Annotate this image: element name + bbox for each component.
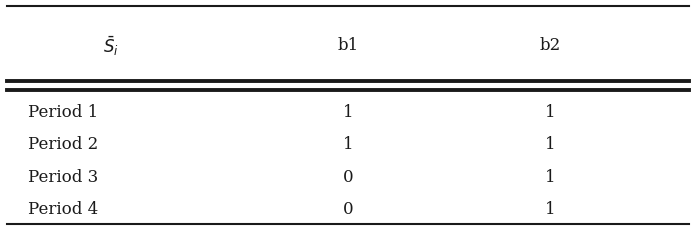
Text: Period 3: Period 3	[28, 168, 98, 185]
Text: b1: b1	[338, 37, 358, 54]
Text: 1: 1	[342, 136, 354, 153]
Text: Period 2: Period 2	[28, 136, 98, 153]
Text: 1: 1	[342, 104, 354, 121]
Text: Period 1: Period 1	[28, 104, 98, 121]
Text: 1: 1	[544, 136, 555, 153]
Text: 1: 1	[544, 200, 555, 217]
Text: $\bar{S}_i$: $\bar{S}_i$	[104, 34, 119, 57]
Text: 0: 0	[342, 200, 354, 217]
Text: 1: 1	[544, 104, 555, 121]
Text: 0: 0	[342, 168, 354, 185]
Text: 1: 1	[544, 168, 555, 185]
Text: b2: b2	[539, 37, 560, 54]
Text: Period 4: Period 4	[28, 200, 98, 217]
